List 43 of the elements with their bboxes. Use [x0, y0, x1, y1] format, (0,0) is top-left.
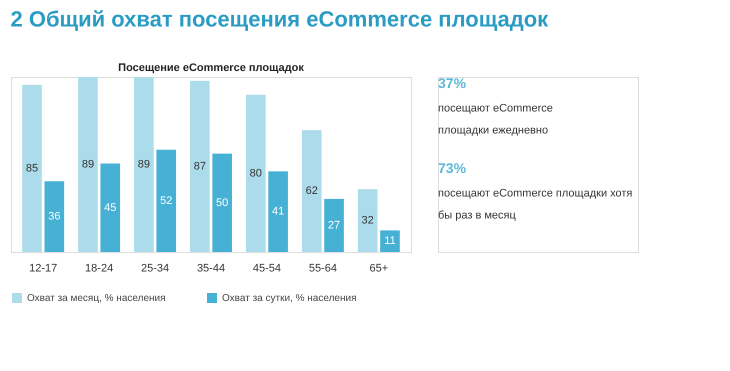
x-tick-label: 65+	[369, 262, 388, 274]
x-tick-label: 12-17	[29, 262, 58, 274]
data-label: 41	[272, 206, 284, 218]
bar	[302, 130, 322, 252]
text: посещают eCommerce площадки ежедневно	[438, 102, 553, 137]
text: 73%	[438, 160, 467, 176]
x-tick-label: 25-34	[140, 262, 170, 274]
bar	[268, 171, 288, 252]
legend-label: Охват за сутки, % населения	[222, 293, 356, 304]
data-label: 32	[362, 214, 374, 227]
bar	[246, 94, 266, 252]
text: посещают eCommerce площадки хотя бы раз в месяц	[438, 188, 632, 222]
bar	[134, 77, 154, 252]
data-label: 85	[26, 162, 38, 174]
bar	[22, 84, 42, 252]
data-label: 62	[306, 185, 318, 198]
data-label: 89	[82, 158, 94, 170]
data-label: 11	[384, 235, 396, 248]
data-label: 27	[328, 219, 340, 232]
text: 37%	[438, 75, 467, 91]
data-label: 45	[104, 202, 116, 214]
bar	[190, 80, 210, 252]
x-tick-label: 45-54	[252, 262, 282, 274]
data-label: 80	[250, 167, 262, 180]
bar	[324, 198, 344, 252]
data-label: 50	[216, 196, 228, 209]
bar	[156, 150, 176, 252]
bar	[358, 189, 378, 252]
x-tick-label: 55-64	[308, 262, 337, 274]
chart-subtitle: Посещение eCommerce площадок	[118, 62, 304, 74]
legend-label: Охват за месяц, % населения	[27, 293, 166, 304]
bar	[44, 181, 64, 252]
data-label: 52	[160, 194, 172, 207]
bar	[380, 230, 400, 252]
bar	[100, 164, 120, 252]
data-label: 36	[48, 210, 60, 223]
bar	[212, 154, 232, 252]
chart-title: 2 Общий охват посещения eCommerce площадок	[10, 6, 550, 32]
x-tick-label: 18-24	[85, 262, 114, 274]
bar	[78, 77, 98, 252]
data-label: 89	[138, 158, 150, 170]
data-label: 87	[194, 160, 206, 172]
x-tick-label: 35-44	[196, 262, 226, 274]
